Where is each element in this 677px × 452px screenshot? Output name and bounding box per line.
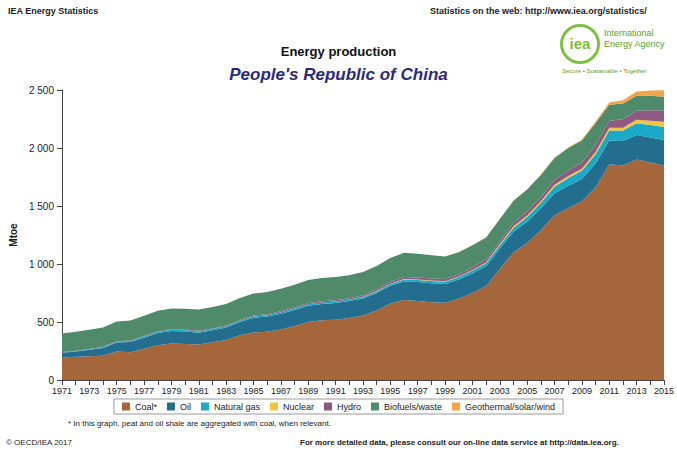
svg-text:2001: 2001: [462, 386, 482, 396]
html-text:Secure • Sustainable • Togethe: Secure • Sustainable • Together: [562, 68, 647, 74]
svg-text:500: 500: [37, 317, 54, 328]
svg-text:Oil: Oil: [180, 402, 191, 412]
svg-text:1989: 1989: [298, 386, 318, 396]
svg-text:1985: 1985: [244, 386, 264, 396]
svg-text:1991: 1991: [326, 386, 346, 396]
svg-text:Mtoe: Mtoe: [8, 223, 19, 247]
svg-text:Nuclear: Nuclear: [283, 402, 314, 412]
svg-text:2003: 2003: [490, 386, 510, 396]
svg-text:1995: 1995: [380, 386, 400, 396]
svg-text:Coal*: Coal*: [135, 402, 158, 412]
svg-text:2005: 2005: [517, 386, 537, 396]
svg-text:1999: 1999: [435, 386, 455, 396]
svg-text:2009: 2009: [572, 386, 592, 396]
html-text:iea: iea: [569, 35, 591, 52]
svg-text:1993: 1993: [353, 386, 373, 396]
html-text:For more detailed data, please: For more detailed data, please consult o…: [300, 438, 619, 447]
html-text:International Energy Agency: International Energy Agency: [604, 28, 665, 49]
svg-text:Biofuels/waste: Biofuels/waste: [384, 402, 442, 412]
svg-text:Geothermal/solar/wind: Geothermal/solar/wind: [465, 402, 555, 412]
svg-text:People's Republic of China: People's Republic of China: [229, 65, 447, 84]
html-text:IEA Energy Statistics: IEA Energy Statistics: [8, 6, 99, 16]
svg-text:1987: 1987: [271, 386, 291, 396]
svg-text:2007: 2007: [545, 386, 565, 396]
svg-text:1975: 1975: [107, 386, 127, 396]
svg-text:0: 0: [48, 375, 54, 386]
svg-text:1997: 1997: [408, 386, 428, 396]
svg-text:1971: 1971: [52, 386, 72, 396]
svg-text:Hydro: Hydro: [337, 402, 361, 412]
html-text:Statistics on the web: http://: Statistics on the web: http://www.iea.or…: [430, 6, 647, 16]
svg-text:2015: 2015: [654, 386, 674, 396]
svg-text:Energy production: Energy production: [281, 44, 397, 59]
svg-text:2013: 2013: [627, 386, 647, 396]
html-text:© OECD/IEA 2017: © OECD/IEA 2017: [6, 438, 72, 447]
svg-text:1 500: 1 500: [29, 201, 54, 212]
svg-text:Natural gas: Natural gas: [214, 402, 261, 412]
html-text:* In this graph, peat and oil: * In this graph, peat and oil shale are …: [68, 419, 331, 428]
svg-text:2 000: 2 000: [29, 143, 54, 154]
svg-text:1983: 1983: [216, 386, 236, 396]
svg-text:1973: 1973: [79, 386, 99, 396]
svg-text:1981: 1981: [189, 386, 209, 396]
svg-text:1977: 1977: [134, 386, 154, 396]
svg-text:2 500: 2 500: [29, 85, 54, 96]
svg-text:1 000: 1 000: [29, 259, 54, 270]
svg-text:2011: 2011: [600, 386, 619, 396]
svg-text:1979: 1979: [161, 386, 181, 396]
